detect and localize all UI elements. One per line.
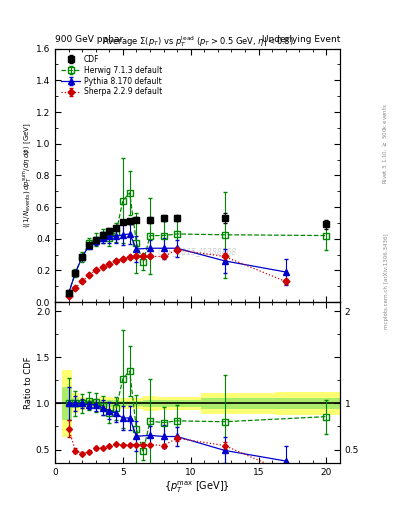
- Text: CDF_2015_I1388868: CDF_2015_I1388868: [158, 247, 237, 256]
- Bar: [99, 400, 106, 407]
- Bar: [143, 400, 157, 407]
- Bar: [170, 400, 201, 407]
- Bar: [201, 398, 275, 409]
- X-axis label: $\{p_T^\mathrm{max}$ [GeV]$\}$: $\{p_T^\mathrm{max}$ [GeV]$\}$: [165, 480, 230, 496]
- Bar: [72, 398, 79, 409]
- Bar: [133, 401, 143, 406]
- Bar: [170, 396, 201, 411]
- Bar: [86, 401, 92, 406]
- Bar: [201, 393, 275, 414]
- Y-axis label: Ratio to CDF: Ratio to CDF: [24, 356, 33, 409]
- Bar: [92, 399, 99, 408]
- Bar: [79, 397, 86, 410]
- Bar: [275, 398, 340, 409]
- Bar: [106, 397, 113, 410]
- Bar: [62, 370, 72, 437]
- Bar: [275, 392, 340, 415]
- Bar: [79, 400, 86, 407]
- Y-axis label: $\langle(1/N_\mathrm{events})\,dp_T^\mathrm{sum}/d\eta\,d\phi\rangle$ [GeV]: $\langle(1/N_\mathrm{events})\,dp_T^\mat…: [21, 122, 33, 228]
- Bar: [72, 394, 79, 413]
- Text: Underlying Event: Underlying Event: [262, 34, 340, 44]
- Text: Rivet 3.1.10, $\geq$ 500k events: Rivet 3.1.10, $\geq$ 500k events: [382, 103, 389, 184]
- Legend: CDF, Herwig 7.1.3 default, Pythia 8.170 default, Sherpa 2.2.9 default: CDF, Herwig 7.1.3 default, Pythia 8.170 …: [59, 52, 165, 99]
- Bar: [143, 396, 157, 411]
- Bar: [62, 387, 72, 420]
- Bar: [113, 400, 119, 407]
- Bar: [99, 397, 106, 410]
- Bar: [157, 400, 170, 407]
- Bar: [119, 398, 126, 409]
- Bar: [126, 401, 133, 406]
- Bar: [119, 401, 126, 406]
- Bar: [113, 397, 119, 410]
- Bar: [92, 401, 99, 406]
- Bar: [133, 398, 143, 409]
- Text: 900 GeV ppbar: 900 GeV ppbar: [55, 34, 123, 44]
- Text: mcplots.cern.ch [arXiv:1306.3436]: mcplots.cern.ch [arXiv:1306.3436]: [384, 234, 389, 329]
- Bar: [157, 396, 170, 411]
- Title: Average $\Sigma(p_T)$ vs $p_T^\mathrm{lead}$ ($p_T > 0.5$ GeV, $\eta| < 0.8$): Average $\Sigma(p_T)$ vs $p_T^\mathrm{le…: [102, 34, 293, 49]
- Bar: [86, 398, 92, 409]
- Bar: [106, 400, 113, 407]
- Bar: [126, 398, 133, 409]
